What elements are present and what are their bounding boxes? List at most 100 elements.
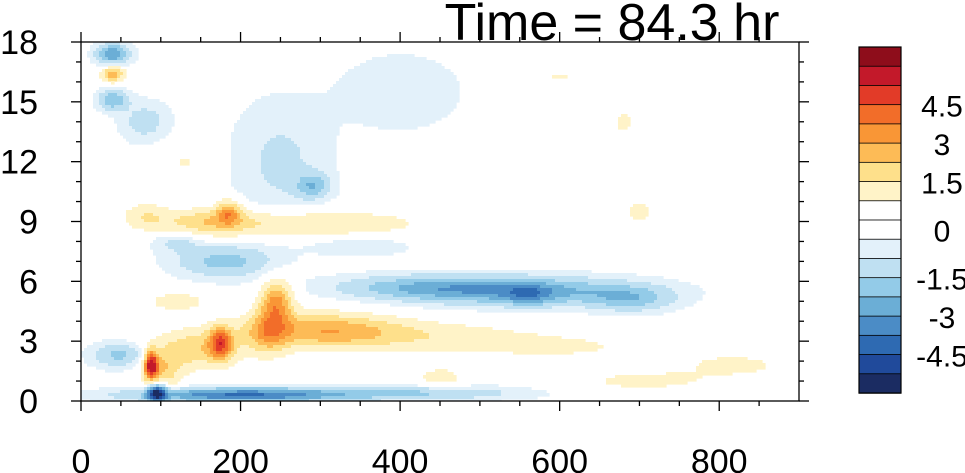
contour-cell xyxy=(237,204,244,208)
contour-cell xyxy=(261,321,265,325)
contour-cell xyxy=(261,318,268,322)
contour-cell xyxy=(165,369,178,373)
contour-cell xyxy=(168,366,181,370)
contour-cell xyxy=(228,354,235,358)
contour-cell xyxy=(360,63,442,67)
contour-cell xyxy=(330,177,340,181)
contour-cell xyxy=(255,339,265,343)
contour-cell xyxy=(249,333,259,337)
contour-cell xyxy=(150,357,157,361)
contour-cell xyxy=(444,303,514,307)
contour-cell xyxy=(159,384,166,388)
contour-cell xyxy=(123,90,133,94)
contour-cell xyxy=(231,180,268,184)
contour-cell xyxy=(501,390,547,394)
contour-cell xyxy=(294,327,379,331)
contour-cell xyxy=(150,372,154,376)
contour-cell xyxy=(555,279,628,283)
contour-cell xyxy=(297,183,307,187)
contour-cell xyxy=(330,183,340,187)
contour-cell xyxy=(99,360,133,364)
contour-cell xyxy=(237,120,436,124)
contour-cell xyxy=(543,303,607,307)
contour-cell xyxy=(540,291,553,295)
colorbar-box xyxy=(858,181,902,202)
contour-cell xyxy=(99,387,145,391)
contour-cell xyxy=(231,348,235,352)
contour-cell xyxy=(699,363,766,367)
contour-cell xyxy=(162,357,214,361)
contour-cell xyxy=(399,288,439,292)
contour-cell xyxy=(81,396,115,400)
contour-cell xyxy=(192,279,253,283)
contour-cell xyxy=(159,114,175,118)
contour-cell xyxy=(273,309,280,313)
contour-cell xyxy=(141,366,145,370)
contour-cell xyxy=(264,252,304,256)
contour-cell xyxy=(159,378,181,382)
contour-cell xyxy=(231,135,277,139)
contour-cell xyxy=(132,51,139,55)
contour-cell xyxy=(156,255,181,259)
contour-cell xyxy=(297,144,337,148)
contour-cell xyxy=(207,396,286,400)
contour-cell xyxy=(552,306,586,310)
contour-cell xyxy=(192,393,226,397)
contour-cell xyxy=(180,159,190,163)
contour-cell xyxy=(189,384,418,388)
contour-cell xyxy=(504,306,553,310)
colorbar-label: -3 xyxy=(929,302,956,335)
contour-cell xyxy=(294,306,304,310)
contour-cell xyxy=(570,294,598,298)
contour-cell xyxy=(144,396,148,400)
contour-cell xyxy=(336,273,412,277)
contour-cell xyxy=(438,288,514,292)
contour-cell xyxy=(216,345,226,349)
contour-cell xyxy=(324,186,331,190)
contour-cell xyxy=(639,297,658,301)
contour-cell xyxy=(240,216,250,220)
contour-cell xyxy=(165,396,169,400)
contour-cell xyxy=(255,270,268,274)
contour-cell xyxy=(210,333,214,337)
contour-cell xyxy=(111,351,127,355)
contour-cell xyxy=(255,219,406,223)
contour-cell xyxy=(192,231,349,235)
contour-cell xyxy=(276,306,286,310)
contour-cell xyxy=(540,297,556,301)
contour-cell xyxy=(105,90,124,94)
contour-cell xyxy=(213,345,217,349)
contour-cell xyxy=(150,351,154,355)
contour-cell xyxy=(147,369,151,373)
contour-cell xyxy=(144,228,199,232)
contour-cell xyxy=(285,312,292,316)
contour-cell xyxy=(165,345,202,349)
contour-cell xyxy=(330,87,460,91)
contour-cell xyxy=(159,369,166,373)
contour-cell xyxy=(414,339,586,343)
contour-cell xyxy=(129,123,160,127)
contour-cell xyxy=(288,315,295,319)
contour-cell xyxy=(207,354,214,358)
contour-cell xyxy=(162,399,166,401)
contour-cell xyxy=(291,297,295,301)
contour-cell xyxy=(336,288,370,292)
contour-cell xyxy=(321,396,373,400)
contour-cell xyxy=(336,285,370,289)
contour-cell xyxy=(651,282,691,286)
contour-cell xyxy=(144,381,154,385)
contour-cell xyxy=(126,93,139,97)
contour-cell xyxy=(243,192,289,196)
contour-cell xyxy=(246,261,268,265)
contour-cell xyxy=(147,390,151,394)
contour-cell xyxy=(264,300,271,304)
contour-cell xyxy=(231,165,262,169)
contour-cell xyxy=(345,393,430,397)
contour-cell xyxy=(633,216,646,220)
contour-cell xyxy=(270,183,298,187)
contour-cell xyxy=(285,309,292,313)
contour-cell xyxy=(240,207,247,211)
contour-cell xyxy=(96,354,112,358)
contour-cell xyxy=(165,243,196,247)
contour-cell xyxy=(342,75,457,79)
